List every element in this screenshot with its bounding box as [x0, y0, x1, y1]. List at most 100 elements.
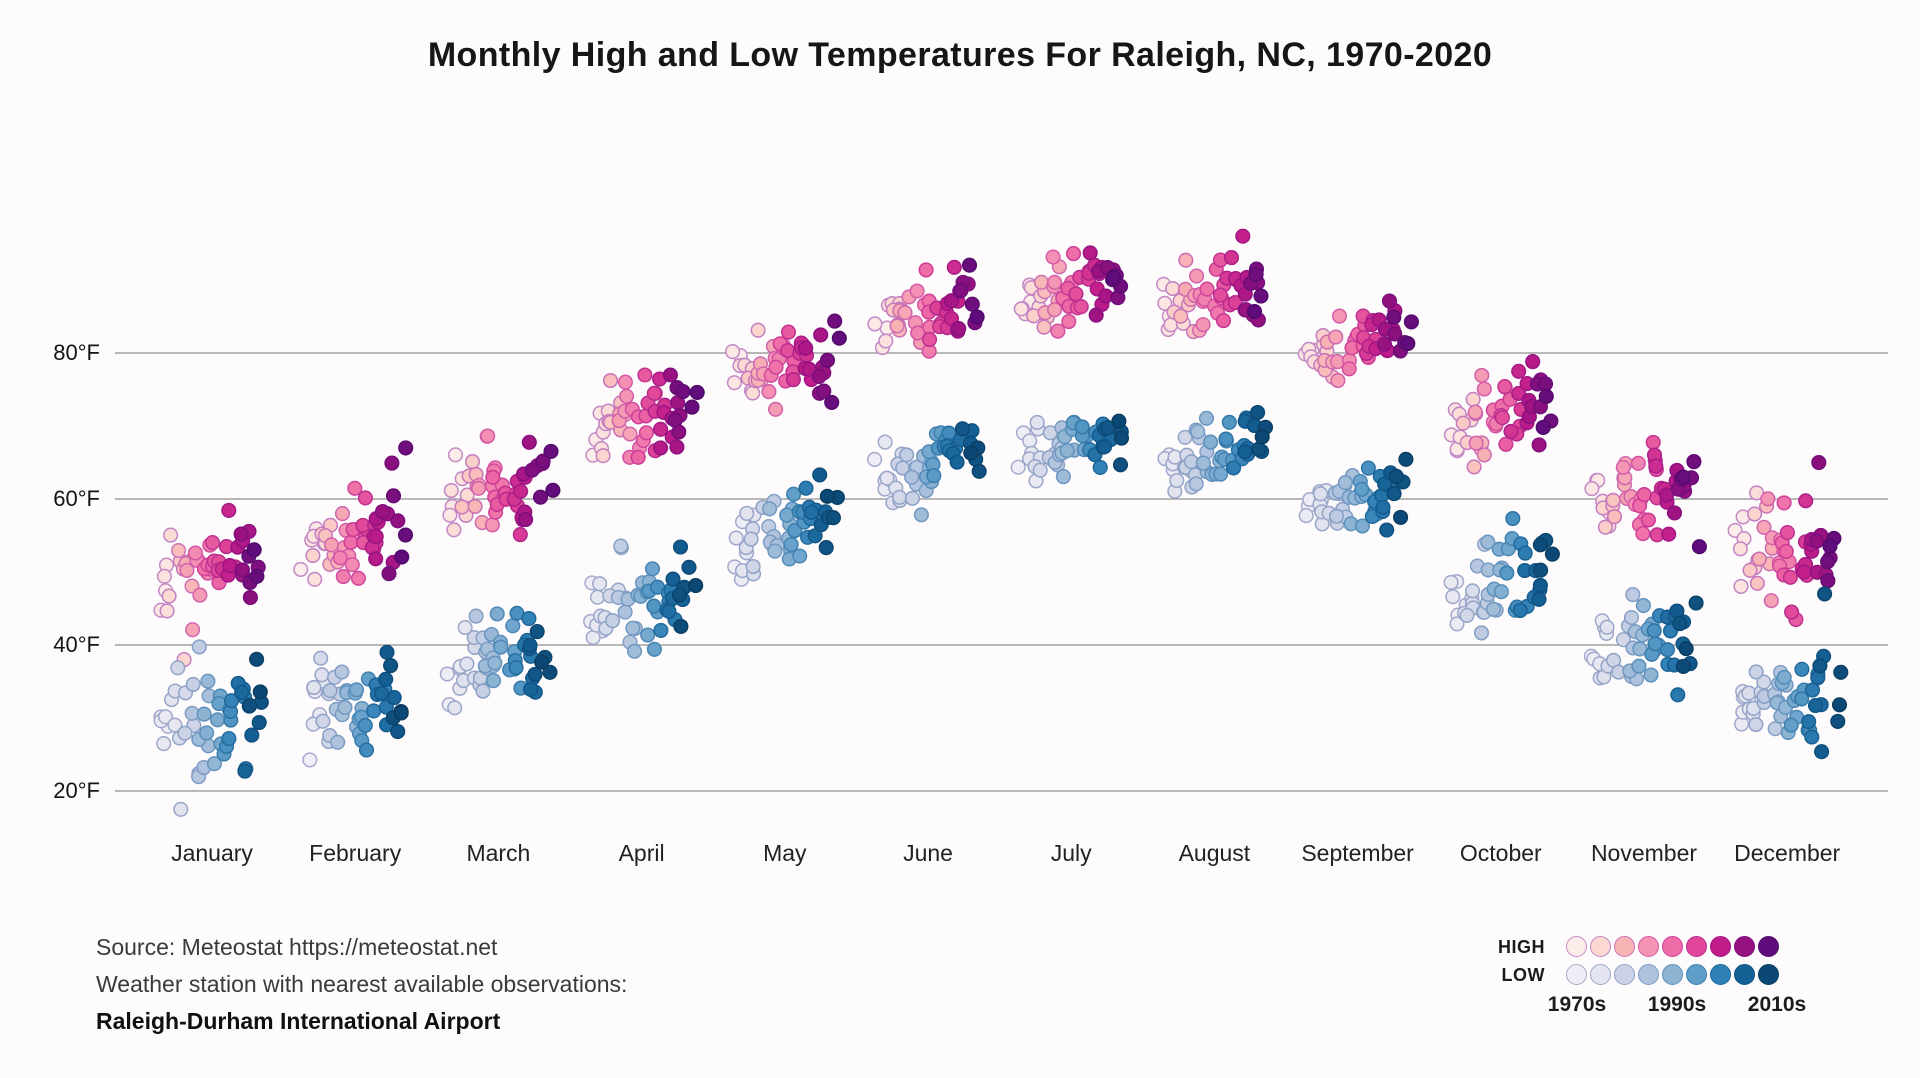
data-point — [1173, 308, 1189, 324]
data-point — [485, 469, 501, 485]
data-point — [468, 608, 484, 624]
data-point — [373, 685, 390, 702]
data-point — [237, 763, 253, 779]
data-point — [159, 603, 175, 619]
data-point — [1531, 591, 1547, 607]
data-point — [1047, 274, 1063, 290]
data-point — [964, 296, 980, 312]
legend-swatch-high — [1638, 936, 1659, 957]
data-point — [1778, 543, 1794, 559]
data-point — [1820, 573, 1836, 589]
data-point — [1804, 682, 1821, 698]
data-point — [196, 706, 212, 722]
data-point — [447, 700, 463, 716]
data-point — [323, 537, 340, 553]
data-point — [768, 359, 784, 375]
data-point — [1812, 658, 1828, 674]
data-point — [1584, 481, 1600, 497]
data-point — [1354, 518, 1370, 534]
data-point — [1794, 691, 1810, 707]
data-point — [1188, 476, 1204, 492]
data-point — [949, 454, 965, 470]
data-point — [726, 375, 742, 391]
data-point — [1646, 623, 1662, 639]
data-point — [803, 504, 819, 520]
x-axis-month-label: September — [1301, 840, 1414, 866]
data-point — [357, 717, 373, 733]
data-point — [1643, 667, 1659, 683]
data-point — [897, 305, 913, 321]
data-point — [1820, 554, 1836, 570]
data-point — [684, 399, 700, 415]
data-point — [675, 383, 691, 400]
data-point — [348, 682, 365, 698]
data-point — [366, 703, 382, 719]
data-point — [209, 712, 226, 728]
data-point — [1751, 551, 1767, 567]
data-point — [315, 713, 331, 729]
data-point — [1796, 564, 1812, 580]
data-point — [447, 447, 464, 463]
data-point — [305, 547, 321, 564]
data-point — [523, 681, 539, 697]
data-point — [1809, 533, 1825, 549]
data-point — [179, 562, 195, 578]
data-point — [1251, 441, 1267, 457]
data-point — [167, 717, 183, 733]
data-point — [1615, 632, 1632, 648]
data-point — [585, 629, 601, 646]
legend-swatch-high — [1662, 936, 1683, 957]
data-point — [487, 655, 503, 671]
data-point — [640, 627, 656, 643]
legend-swatch-high — [1566, 936, 1587, 957]
data-point — [1169, 472, 1185, 489]
data-point — [1467, 404, 1483, 420]
data-point — [816, 383, 832, 399]
data-point — [926, 468, 942, 484]
data-point — [199, 725, 215, 741]
data-point — [1767, 721, 1783, 737]
data-point — [1113, 430, 1130, 446]
data-point — [358, 742, 375, 758]
data-point — [1830, 713, 1846, 729]
data-point — [1756, 519, 1772, 535]
data-point — [1226, 460, 1242, 476]
data-point — [535, 453, 551, 469]
data-point — [185, 676, 201, 692]
data-point — [337, 699, 353, 716]
data-point — [322, 683, 338, 699]
data-point — [1675, 658, 1691, 674]
data-point — [508, 660, 524, 676]
data-point — [221, 731, 237, 747]
x-axis-month-label: February — [309, 840, 402, 866]
x-axis-month-label: October — [1459, 840, 1542, 866]
legend-swatch-high — [1758, 936, 1779, 957]
x-axis-month-label: January — [171, 840, 253, 866]
data-point — [1535, 419, 1551, 435]
data-point — [798, 340, 814, 356]
data-point — [242, 589, 258, 606]
data-point — [1783, 717, 1799, 733]
data-point — [1678, 641, 1694, 657]
data-point — [1659, 487, 1675, 503]
data-point — [307, 571, 323, 587]
data-point — [332, 550, 348, 566]
data-point — [1630, 455, 1646, 471]
legend-low-swatches — [1566, 964, 1779, 985]
legend-swatch-low — [1662, 964, 1683, 985]
legend-swatch-high — [1734, 936, 1755, 957]
data-point — [671, 587, 687, 603]
data-point — [728, 530, 744, 546]
data-point — [867, 451, 883, 467]
data-point — [1794, 661, 1810, 677]
source-station: Raleigh-Durham International Airport — [96, 1008, 501, 1034]
data-point — [1532, 577, 1548, 593]
data-point — [385, 488, 402, 504]
data-point — [971, 463, 987, 479]
data-point — [397, 527, 414, 543]
data-point — [505, 618, 521, 634]
data-point — [1517, 545, 1533, 561]
data-point — [1386, 486, 1402, 502]
data-point — [1631, 658, 1647, 674]
